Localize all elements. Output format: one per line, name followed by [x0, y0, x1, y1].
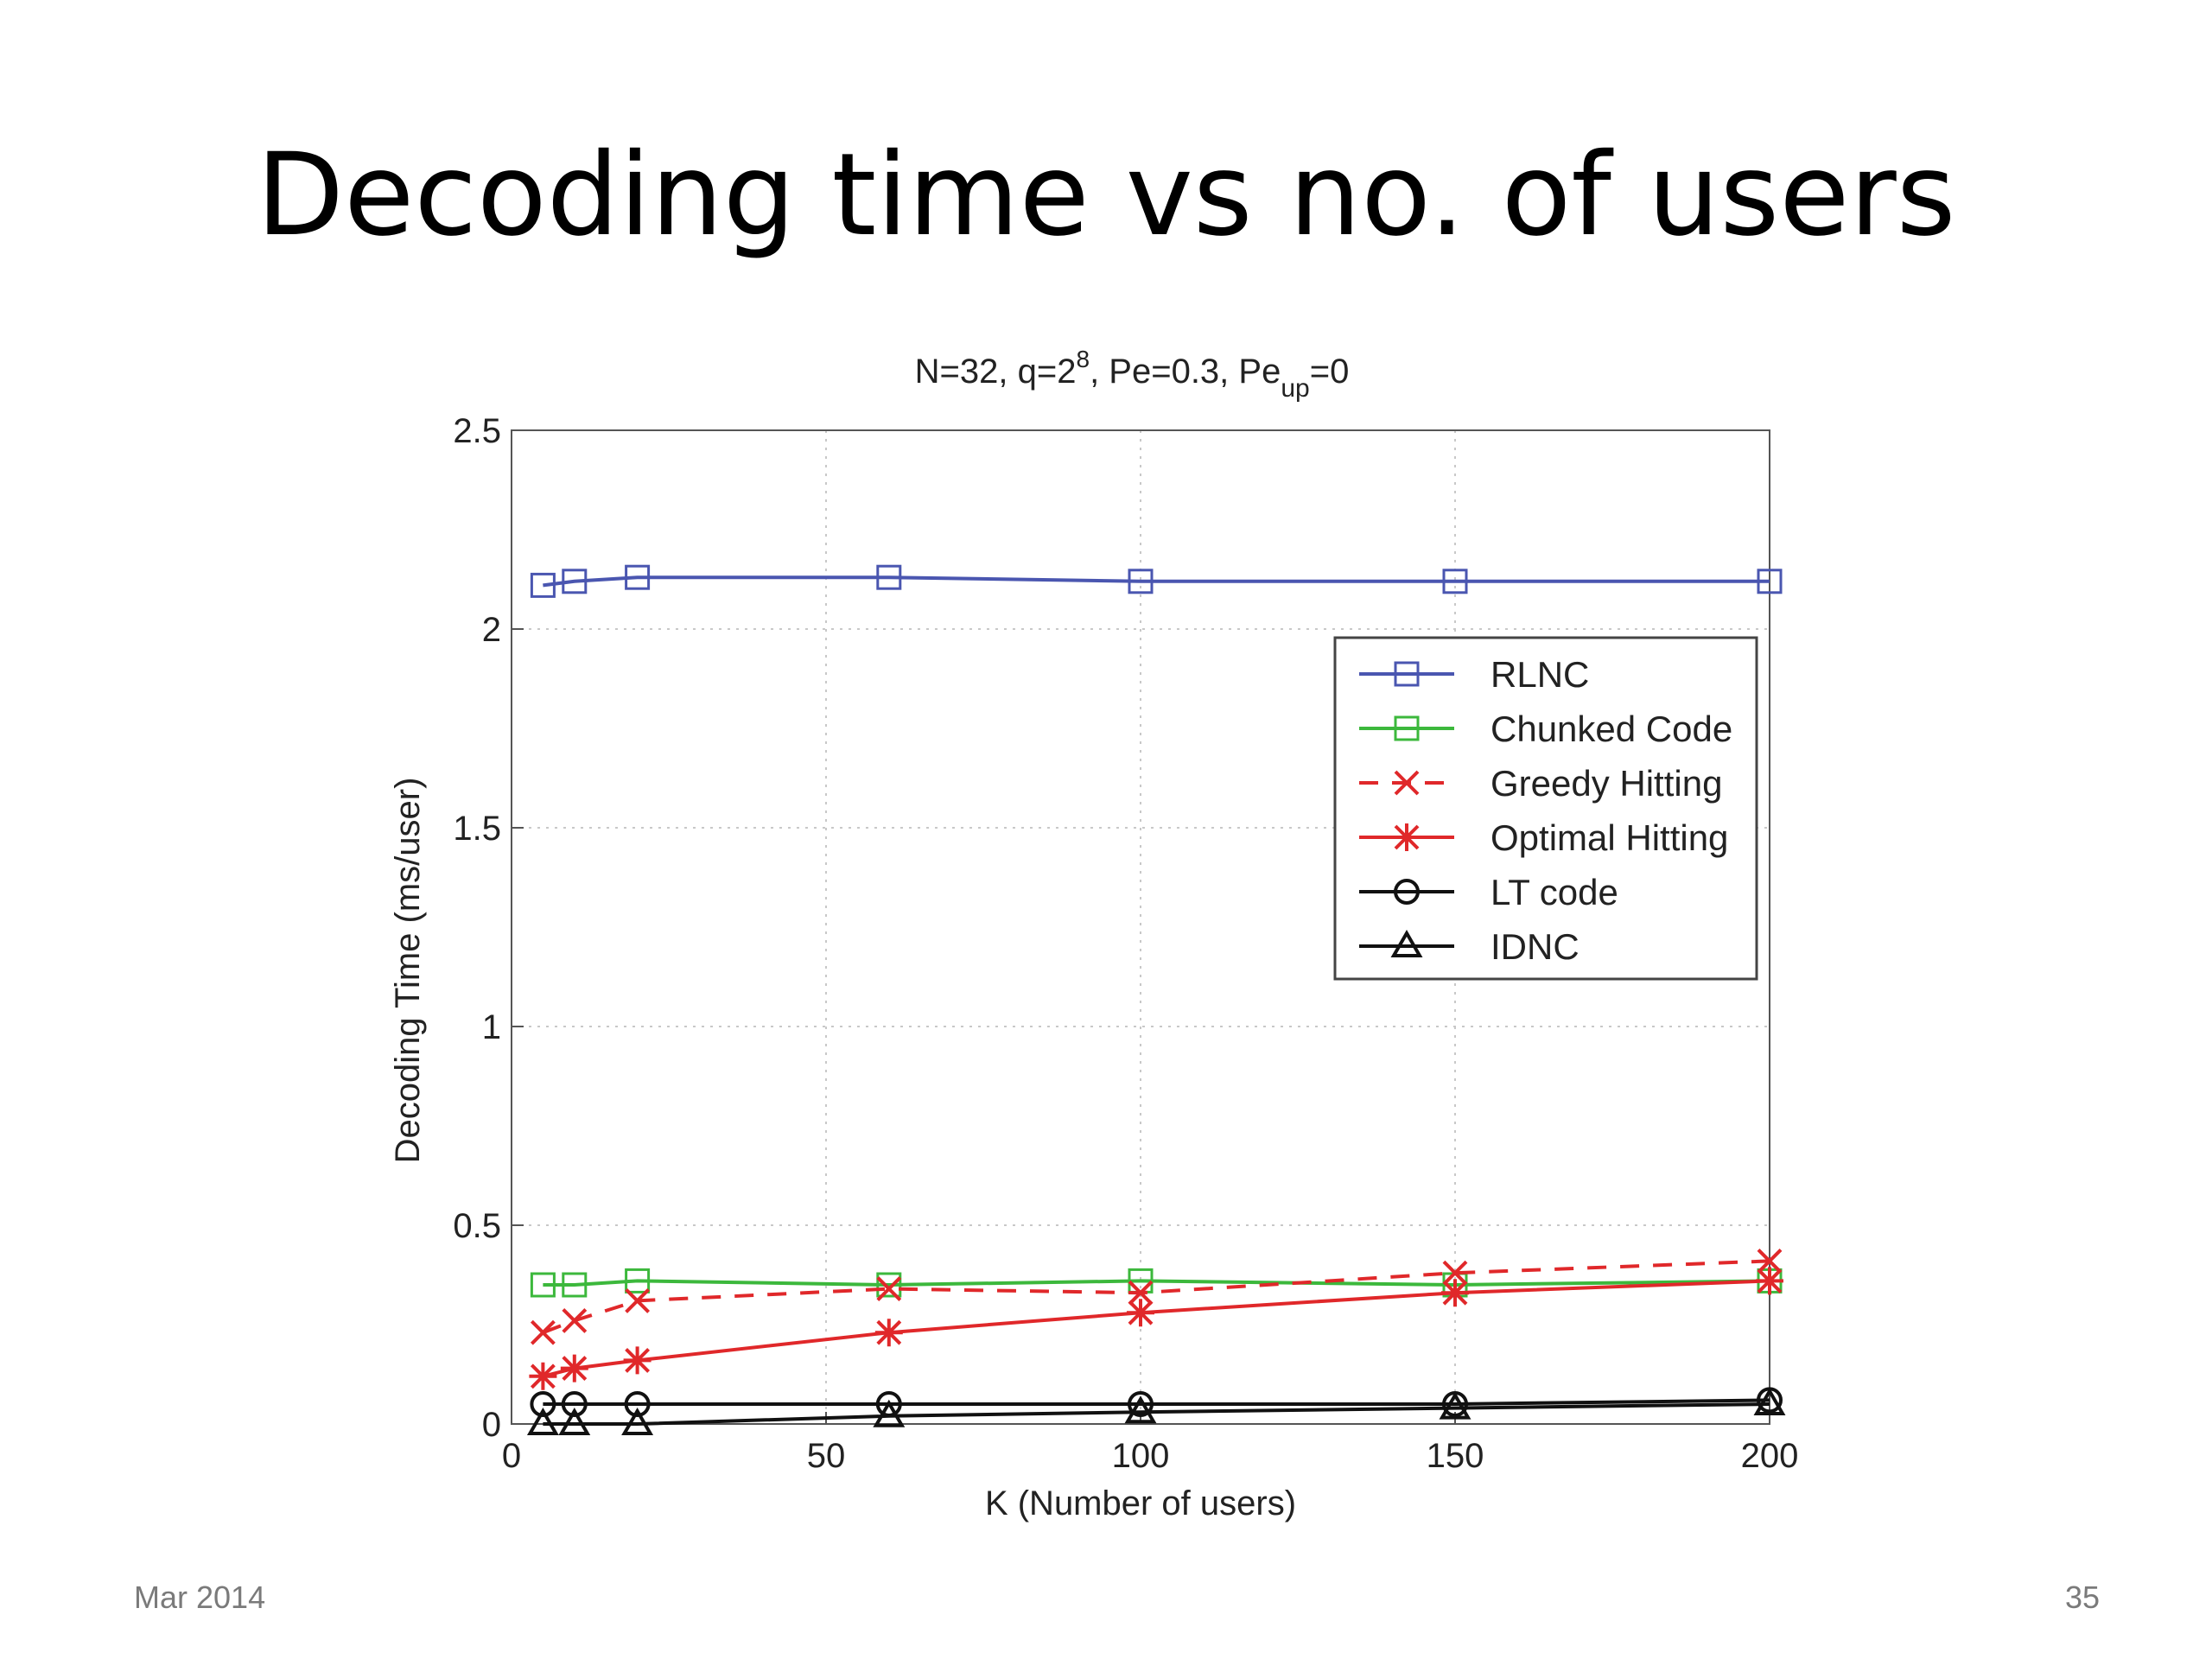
y-tick-label: 2 — [482, 611, 501, 649]
series-line — [543, 575, 1770, 588]
data-point-marker — [876, 564, 902, 590]
data-point-marker — [874, 1319, 903, 1347]
data-point-marker — [873, 1399, 906, 1427]
chart-title-up-subscript: up — [1281, 374, 1309, 403]
series-line — [543, 1398, 1770, 1406]
data-point-marker — [625, 1268, 651, 1294]
data-point-marker — [562, 1272, 588, 1298]
legend-item: Chunked Code — [1359, 709, 1732, 749]
series-line — [542, 1259, 1770, 1335]
y-tick-label: 0 — [482, 1406, 501, 1444]
y-tick-label: 0.5 — [453, 1207, 501, 1245]
x-tick-label: 0 — [502, 1437, 521, 1475]
chart-title-tail: =0 — [1310, 353, 1350, 391]
data-point-marker — [1128, 569, 1154, 594]
axis-ticks: 0 50 100 150 200 0 0.5 1 1.5 2 2.5 — [453, 412, 1798, 1475]
data-point-marker — [562, 569, 588, 594]
data-point-marker — [621, 1407, 654, 1435]
data-point-marker — [1757, 1248, 1783, 1274]
series-chunked-code — [530, 1268, 1783, 1298]
data-point-marker — [1442, 569, 1468, 594]
page-number: 35 — [2064, 1580, 2100, 1615]
series-greedy-hitting — [530, 1248, 1783, 1345]
legend: RLNC Chunked Code Greedy Hitting Optimal Hi… — [1333, 636, 1758, 981]
data-point-marker — [526, 1407, 559, 1435]
series-rlnc — [530, 564, 1783, 598]
data-point-marker — [1393, 823, 1421, 851]
chart-title: N=32, q=28, Pe=0.3, Peup=0 — [915, 346, 1350, 403]
legend-item: Optimal Hitting — [1359, 817, 1728, 858]
series-line — [543, 1279, 1770, 1287]
legend-item: IDNC — [1359, 926, 1580, 967]
series-line — [542, 1279, 1770, 1378]
data-point-marker — [1441, 1279, 1469, 1307]
y-tick-label: 1 — [482, 1008, 501, 1046]
data-point-marker — [561, 1391, 588, 1417]
series-line — [543, 1402, 1770, 1426]
data-point-marker — [1394, 770, 1420, 796]
series-idnc — [526, 1387, 1786, 1435]
data-point-marker — [1128, 1280, 1154, 1306]
chart-title-q-exponent: 8 — [1076, 346, 1090, 372]
legend-box — [1333, 636, 1758, 981]
data-point-marker — [625, 1287, 651, 1313]
data-point-marker — [1128, 1391, 1154, 1417]
series-optimal-hitting — [529, 1267, 1783, 1390]
x-tick-label: 50 — [807, 1437, 846, 1475]
series-group — [526, 564, 1786, 1435]
legend-label: IDNC — [1491, 926, 1580, 967]
legend-label: Greedy Hitting — [1491, 763, 1722, 804]
y-axis-label: Decoding Time (ms/user) — [389, 778, 427, 1164]
legend-label: RLNC — [1491, 654, 1589, 695]
data-point-marker — [529, 1362, 557, 1390]
data-point-marker — [530, 1272, 556, 1298]
x-tick-label: 200 — [1741, 1437, 1799, 1475]
data-point-marker — [625, 564, 651, 590]
footer-date: Mar 2014 — [134, 1580, 266, 1615]
x-tick-label: 150 — [1427, 1437, 1484, 1475]
data-point-marker — [1439, 1391, 1471, 1420]
data-point-marker — [1394, 715, 1420, 741]
data-point-marker — [562, 1307, 588, 1333]
x-axis-label: K (Number of users) — [985, 1484, 1296, 1522]
legend-label: Chunked Code — [1491, 709, 1732, 749]
data-point-marker — [623, 1346, 652, 1375]
slide-title: Decoding time vs no. of users — [256, 129, 1956, 262]
y-tick-label: 1.5 — [453, 810, 501, 848]
data-point-marker — [1394, 879, 1420, 905]
legend-item: RLNC — [1359, 654, 1589, 695]
y-tick-label: 2.5 — [453, 412, 501, 450]
data-point-marker — [1124, 1395, 1157, 1424]
legend-label: LT code — [1491, 872, 1618, 912]
legend-item: LT code — [1359, 872, 1618, 912]
data-point-marker — [624, 1391, 651, 1417]
x-tick-label: 100 — [1112, 1437, 1170, 1475]
data-point-marker — [876, 1276, 902, 1302]
chart-title-pe: , Pe=0.3, Pe — [1090, 353, 1281, 391]
legend-label: Optimal Hitting — [1491, 817, 1728, 858]
data-point-marker — [558, 1407, 591, 1435]
data-point-marker — [1394, 661, 1420, 687]
data-point-marker — [530, 572, 556, 598]
data-point-marker — [530, 1319, 556, 1345]
data-point-marker — [560, 1354, 588, 1382]
data-point-marker — [1127, 1299, 1154, 1327]
data-point-marker — [1753, 1387, 1786, 1415]
data-point-marker — [1390, 929, 1423, 957]
data-point-marker — [1757, 569, 1783, 594]
data-point-marker — [876, 1272, 902, 1298]
data-point-marker — [530, 1391, 556, 1417]
chart-title-main: N=32, q=2 — [915, 353, 1077, 391]
data-point-marker — [1756, 1267, 1783, 1295]
data-point-marker — [1442, 1260, 1468, 1286]
legend-item: Greedy Hitting — [1359, 763, 1722, 804]
